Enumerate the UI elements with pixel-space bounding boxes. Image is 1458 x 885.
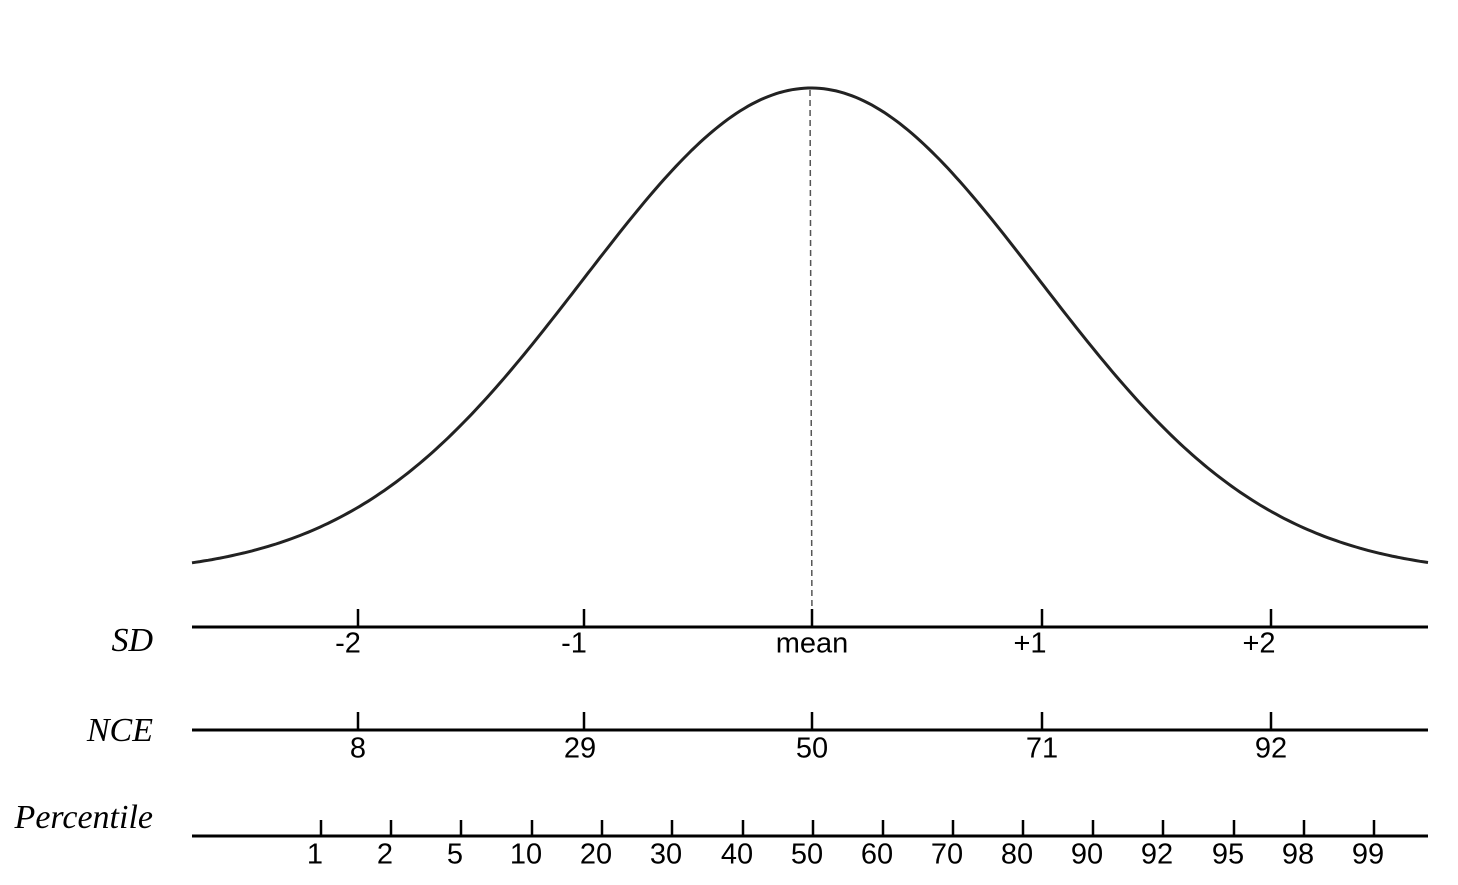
tick-label: 70	[931, 839, 963, 871]
tick-label: 92	[1255, 733, 1287, 765]
tick-label: 50	[791, 839, 823, 871]
tick-label: 50	[796, 733, 828, 765]
row-label: NCE	[86, 712, 153, 749]
tick-label: +2	[1242, 628, 1275, 660]
tick-label: 98	[1282, 839, 1314, 871]
tick-label: 10	[510, 839, 542, 871]
tick-label: 92	[1141, 839, 1173, 871]
tick-label: 8	[350, 733, 366, 765]
row-label: SD	[111, 622, 153, 659]
tick-label: 90	[1071, 839, 1103, 871]
tick-label: 99	[1352, 839, 1384, 871]
tick-label: 80	[1001, 839, 1033, 871]
tick-label: 1	[307, 839, 323, 871]
tick-label: 71	[1026, 733, 1058, 765]
tick-label: 5	[447, 839, 463, 871]
tick-label: +1	[1013, 628, 1046, 660]
tick-label: 20	[580, 839, 612, 871]
tick-label: 29	[564, 733, 596, 765]
tick-label: 60	[861, 839, 893, 871]
row-label: Percentile	[14, 799, 153, 836]
tick-label: -1	[561, 628, 587, 660]
mean-line	[809, 89, 813, 628]
bell-curve	[191, 86, 1429, 565]
tick-label: -2	[335, 628, 361, 660]
tick-label: 30	[650, 839, 682, 871]
tick-label: 2	[377, 839, 393, 871]
tick-label: 40	[721, 839, 753, 871]
tick-label: mean	[776, 628, 849, 660]
tick-label: 95	[1212, 839, 1244, 871]
